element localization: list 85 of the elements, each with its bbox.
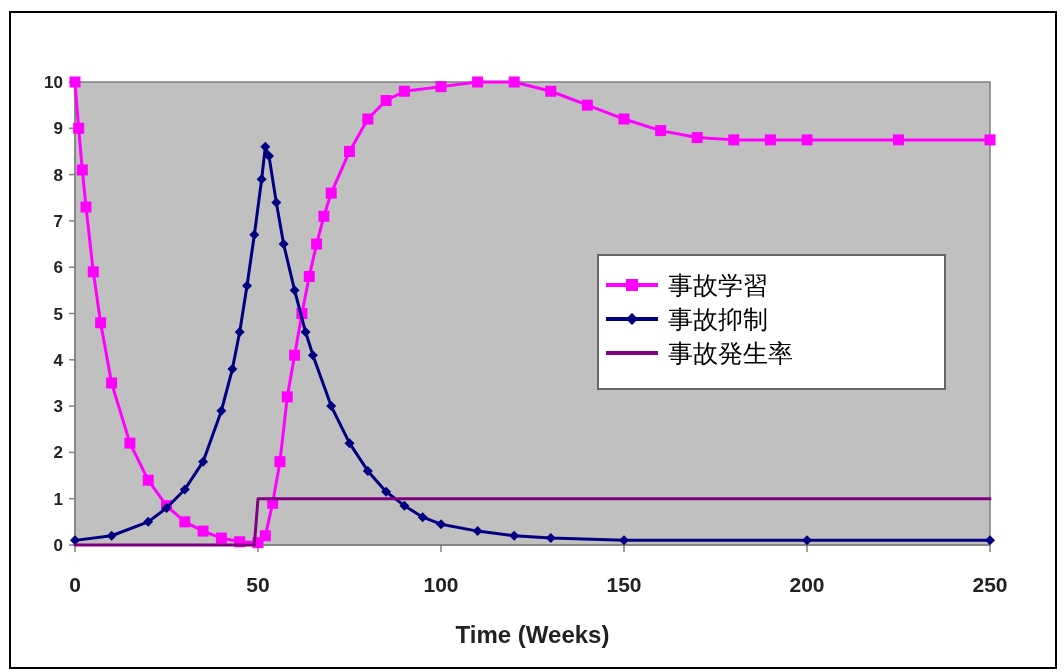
- point: [509, 530, 520, 541]
- y-tick-label: 0: [53, 536, 63, 555]
- point: [271, 197, 282, 208]
- point: [362, 465, 373, 476]
- point: [80, 201, 92, 213]
- point: [801, 134, 813, 146]
- point: [435, 81, 447, 93]
- y-tick-label: 2: [53, 443, 63, 463]
- point: [399, 500, 410, 511]
- point: [256, 174, 267, 185]
- point: [344, 438, 355, 449]
- point: [303, 270, 315, 282]
- legend-label: 事故学習: [668, 271, 768, 299]
- point: [76, 164, 88, 176]
- point: [142, 474, 154, 486]
- y-tick-label: 6: [53, 258, 63, 278]
- point: [893, 134, 904, 146]
- point: [984, 134, 996, 146]
- point: [326, 401, 337, 412]
- point: [300, 327, 311, 338]
- y-tick-label: 1: [53, 489, 63, 509]
- point: [318, 210, 330, 222]
- x-tick-label: 250: [972, 573, 1008, 596]
- point: [381, 486, 392, 497]
- point: [691, 132, 703, 144]
- point: [417, 512, 428, 523]
- point: [764, 134, 776, 146]
- legend-label: 事故抑制: [668, 305, 768, 333]
- point: [106, 530, 117, 541]
- point: [216, 405, 227, 416]
- y-tick-label: 8: [53, 165, 63, 185]
- point: [985, 535, 995, 546]
- point: [619, 535, 629, 546]
- x-tick-label: 0: [69, 573, 81, 596]
- point: [362, 113, 374, 125]
- point: [380, 95, 392, 107]
- point: [618, 113, 630, 125]
- point: [436, 519, 446, 530]
- point: [278, 239, 289, 250]
- point: [274, 456, 286, 468]
- point: [802, 535, 812, 546]
- x-tick-label: 150: [606, 573, 642, 596]
- point: [242, 280, 253, 291]
- x-tick-label: 100: [423, 573, 459, 596]
- point: [87, 266, 99, 278]
- point: [344, 145, 355, 157]
- point: [95, 317, 107, 329]
- point: [106, 377, 118, 389]
- point: [325, 187, 337, 199]
- point: [289, 349, 301, 361]
- point: [179, 484, 190, 495]
- point: [249, 229, 260, 240]
- y-tick-label: 5: [53, 304, 63, 324]
- y-tick-label: 9: [53, 119, 63, 139]
- point: [143, 516, 154, 527]
- y-tick-label: 3: [53, 397, 63, 417]
- x-tick-label: 200: [789, 573, 825, 596]
- point: [728, 134, 740, 146]
- point: [234, 327, 245, 338]
- point: [215, 532, 227, 544]
- y-tick-label: 10: [44, 73, 63, 92]
- point: [179, 516, 191, 528]
- point: [73, 122, 85, 134]
- point: [259, 530, 271, 542]
- point: [472, 76, 484, 88]
- point: [281, 391, 293, 403]
- point: [311, 238, 323, 250]
- point: [655, 125, 667, 137]
- point: [307, 350, 318, 361]
- point: [124, 437, 136, 449]
- y-tick-label: 4: [53, 350, 64, 370]
- x-axis-title: Time (Weeks): [455, 621, 610, 648]
- x-tick-label: 50: [246, 573, 270, 596]
- point: [472, 526, 483, 537]
- point: [289, 285, 300, 296]
- point: [581, 99, 593, 111]
- point: [398, 85, 410, 97]
- point: [545, 85, 557, 97]
- y-tick-label: 7: [53, 211, 63, 231]
- point: [227, 364, 238, 375]
- point: [260, 141, 271, 152]
- legend-label: 事故発生率: [668, 339, 793, 367]
- point: [508, 76, 520, 88]
- point: [197, 525, 209, 537]
- point: [198, 456, 209, 467]
